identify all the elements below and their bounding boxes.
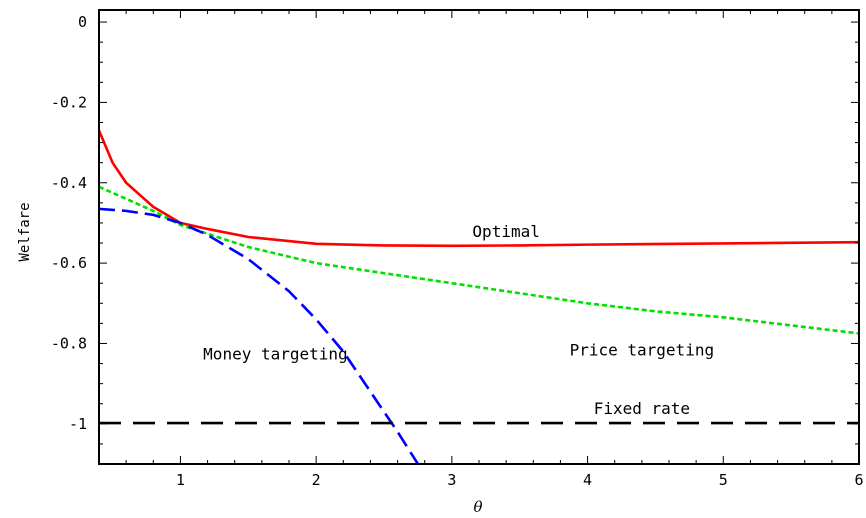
- x-tick-label: 5: [719, 471, 728, 489]
- x-tick-label: 4: [583, 471, 592, 489]
- x-tick-label: 3: [447, 471, 456, 489]
- series-line-money-targeting: [99, 207, 420, 464]
- series-line-optimal: [99, 130, 859, 248]
- y-tick-label: 0: [78, 13, 87, 31]
- tick-layer: 1 2 3 4 5 6 0 -0.2 -0.4 -0.6 -0.8 -1: [51, 10, 864, 489]
- y-tick-label: -0.2: [51, 93, 87, 111]
- annotation-money-targeting: Money targeting: [203, 345, 348, 364]
- x-tick-label: 6: [854, 471, 863, 489]
- y-tick-label: -1: [69, 415, 87, 433]
- annotation-price-targeting: Price targeting: [570, 341, 715, 360]
- annotation-optimal: Optimal: [472, 222, 539, 241]
- x-axis-label: θ: [473, 498, 482, 516]
- y-tick-label: -0.8: [51, 334, 87, 352]
- series-layer: [99, 130, 859, 464]
- annotation-fixed-rate: Fixed rate: [594, 399, 690, 418]
- y-axis-label: Welfare: [17, 202, 33, 261]
- y-tick-label: -0.4: [51, 174, 87, 192]
- y-tick-label: -0.6: [51, 254, 87, 272]
- series-line-price-targeting: [99, 185, 859, 335]
- x-tick-label: 2: [312, 471, 321, 489]
- annotation-layer: Optimal Price targeting Money targeting Fix…: [203, 222, 714, 418]
- x-tick-label: 1: [176, 471, 185, 489]
